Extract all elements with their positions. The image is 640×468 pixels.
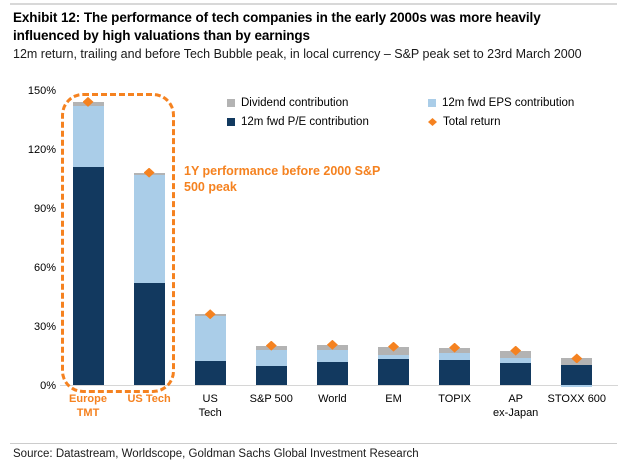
plot-area	[60, 91, 618, 387]
bar-segment	[439, 360, 471, 385]
bar-segment	[255, 366, 287, 385]
legend-item: 12m fwd P/E contribution	[227, 115, 428, 129]
total-return-diamond-icon	[82, 96, 94, 107]
bar-segment	[561, 365, 593, 385]
x-axis-label: Europe TMT	[69, 393, 107, 419]
total-return-diamond-icon	[388, 341, 399, 352]
highlight-box-icon	[61, 93, 175, 393]
bar-segment	[316, 349, 348, 363]
bar-segment	[316, 362, 348, 385]
y-tick-label: 150%	[27, 85, 56, 97]
bar-segment	[378, 354, 409, 360]
legend-item: Dividend contribution	[227, 96, 428, 110]
bar-segment	[133, 282, 165, 385]
legend-square-icon	[227, 118, 235, 126]
x-axis-label: US Tech	[198, 393, 222, 419]
bar-segment	[500, 363, 532, 385]
exhibit-title-line-1: Exhibit 12: The performance of tech comp…	[13, 10, 541, 25]
total-return-diamond-icon	[510, 345, 522, 356]
x-axis-label: STOXX 600	[547, 393, 607, 405]
source-note: Source: Datastream, Worldscope, Goldman …	[13, 448, 419, 460]
x-axis-label: US Tech	[127, 393, 171, 405]
y-tick-label: 0%	[40, 380, 56, 392]
y-tick-label: 30%	[33, 321, 56, 333]
bar-segment	[439, 352, 471, 361]
y-tick-label: 120%	[27, 144, 56, 156]
legend-label: Total return	[443, 116, 501, 128]
annotation-label: 1Y performance before 2000 S&P 500 peak	[184, 164, 381, 194]
y-tick-label: 90%	[33, 203, 56, 215]
total-return-diamond-icon	[449, 342, 461, 353]
total-return-diamond-icon	[265, 340, 277, 351]
bar-segment	[561, 385, 593, 387]
total-return-diamond-icon	[571, 353, 583, 364]
bar-segment	[72, 166, 104, 385]
legend-label: Dividend contribution	[241, 97, 349, 109]
top-divider	[10, 3, 617, 5]
exhibit-title: Exhibit 12: The performance of tech comp…	[13, 9, 613, 45]
legend-item: 12m fwd EPS contribution	[428, 96, 574, 110]
source-divider	[10, 443, 617, 444]
bar-segment	[378, 359, 409, 385]
exhibit-subtitle: 12m return, trailing and before Tech Bub…	[13, 47, 582, 61]
y-tick-label: 60%	[33, 262, 56, 274]
bar-segment	[72, 105, 104, 167]
x-axis-label: S&P 500	[249, 393, 293, 405]
legend-square-icon	[227, 99, 235, 107]
bar-segment	[194, 316, 226, 362]
bar-segment	[194, 361, 226, 385]
legend-square-icon	[428, 99, 436, 107]
legend-diamond-icon	[428, 118, 437, 126]
bar-segment	[133, 174, 165, 283]
legend-label: 12m fwd EPS contribution	[442, 97, 575, 109]
total-return-diamond-icon	[204, 309, 216, 320]
total-return-diamond-icon	[326, 339, 338, 350]
x-axis-label: World	[318, 393, 347, 405]
x-axis-label: TOPIX	[438, 393, 471, 405]
legend-label: 12m fwd P/E contribution	[241, 116, 369, 128]
legend-item: Total return	[428, 115, 574, 129]
total-return-diamond-icon	[143, 167, 155, 178]
x-axis-label: AP ex-Japan	[493, 393, 539, 419]
x-axis-label: EM	[385, 393, 402, 405]
chart-legend: Dividend contribution 12m fwd EPS contrib…	[227, 96, 574, 129]
exhibit-title-line-2: influenced by high valuations than by ea…	[13, 28, 310, 43]
bar-segment	[500, 358, 532, 364]
bar-segment	[255, 349, 287, 367]
